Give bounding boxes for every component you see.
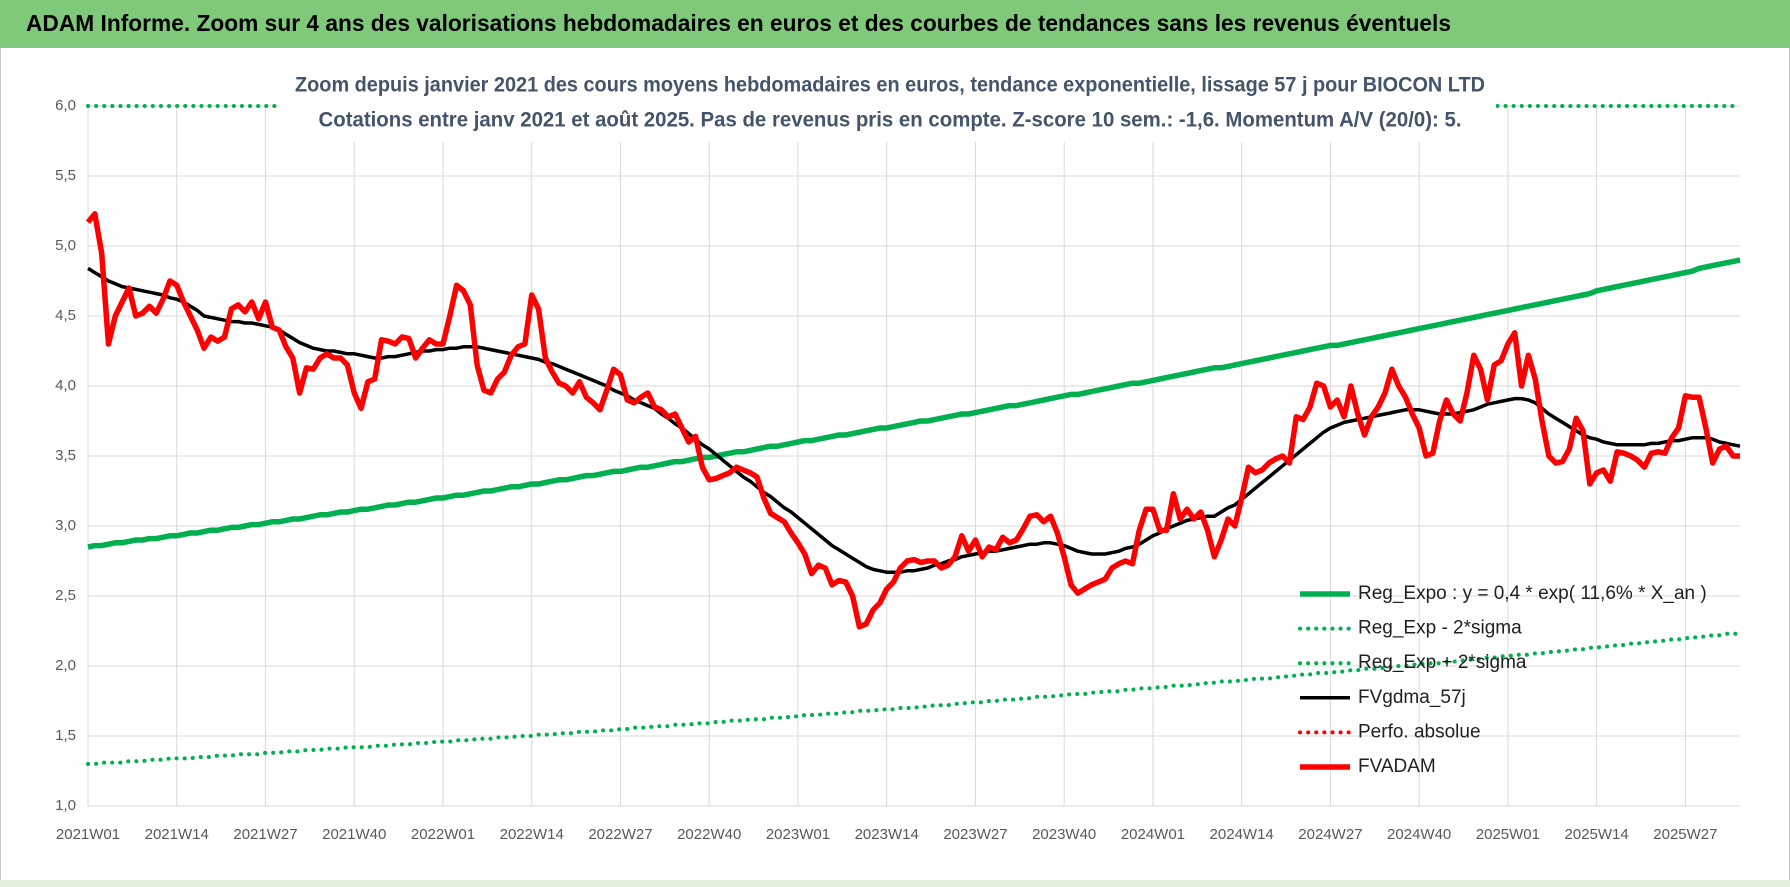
y-tick-label: 6,0	[55, 97, 76, 114]
grid: 1,0 1,5 2,0 2,5 3,0 3,5 4,0 4,5 5,0 5,5 6,0 2021W01…	[55, 97, 1740, 843]
y-tick-label: 1,5	[55, 727, 76, 744]
x-tick-label: 2022W40	[677, 826, 741, 843]
x-tick-label: 2024W40	[1387, 826, 1451, 843]
header-title: ADAM Informe. Zoom sur 4 ans des valoris…	[26, 10, 1451, 36]
series-line	[87, 257, 1741, 550]
y-tick-label: 4,0	[55, 377, 76, 394]
y-tick-label: 2,5	[55, 587, 76, 604]
x-tick-label: 2021W01	[56, 826, 120, 843]
x-tick-label: 2021W40	[322, 826, 386, 843]
x-tick-label: 2025W27	[1653, 826, 1717, 843]
y-tick-label: 5,0	[55, 237, 76, 254]
legend-label: FVADAM	[1358, 756, 1436, 777]
subtitle-box: Zoom depuis janvier 2021 des cours moyen…	[280, 68, 1496, 142]
footer-band	[0, 880, 1790, 887]
x-tick-label: 2024W27	[1298, 826, 1362, 843]
x-tick-label: 2022W14	[500, 826, 564, 843]
x-tick-label: 2022W01	[411, 826, 475, 843]
legend-label: Perfo. absolue	[1358, 721, 1481, 742]
series-line	[85, 211, 1740, 630]
x-tick-label: 2024W01	[1121, 826, 1185, 843]
subtitle: Cotations entre janv 2021 et août 2025. …	[319, 109, 1462, 132]
y-tick-label: 1,0	[55, 797, 76, 814]
subtitle: Zoom depuis janvier 2021 des cours moyen…	[295, 74, 1485, 97]
legend-label: FVgdma_57j	[1358, 687, 1466, 708]
y-tick-label: 5,5	[55, 167, 76, 184]
header-band	[0, 0, 1790, 48]
x-tick-label: 2025W01	[1476, 826, 1540, 843]
series-line	[86, 631, 1742, 766]
legend: Reg_Expo : y = 0,4 * exp( 11,6% * X_an )…	[1298, 583, 1707, 777]
x-tick-label: 2023W27	[943, 826, 1007, 843]
legend-label: Reg_Expo : y = 0,4 * exp( 11,6% * X_an )	[1358, 583, 1707, 604]
subtitle-background	[280, 68, 1496, 142]
x-tick-label: 2021W27	[233, 826, 297, 843]
x-tick-label: 2023W14	[855, 826, 919, 843]
x-tick-label: 2025W14	[1565, 826, 1629, 843]
y-tick-label: 2,0	[55, 657, 76, 674]
y-tick-label: 4,5	[55, 307, 76, 324]
x-tick-label: 2024W14	[1210, 826, 1274, 843]
x-tick-label: 2023W01	[766, 826, 830, 843]
y-tick-label: 3,0	[55, 517, 76, 534]
x-tick-label: 2023W40	[1032, 826, 1096, 843]
legend-label: Reg_Exp - 2*sigma	[1358, 618, 1522, 639]
legend-label: Reg_Exp + 2*sigma	[1358, 652, 1527, 673]
x-tick-label: 2022W27	[588, 826, 652, 843]
y-tick-label: 3,5	[55, 447, 76, 464]
x-tick-label: 2021W14	[145, 826, 209, 843]
